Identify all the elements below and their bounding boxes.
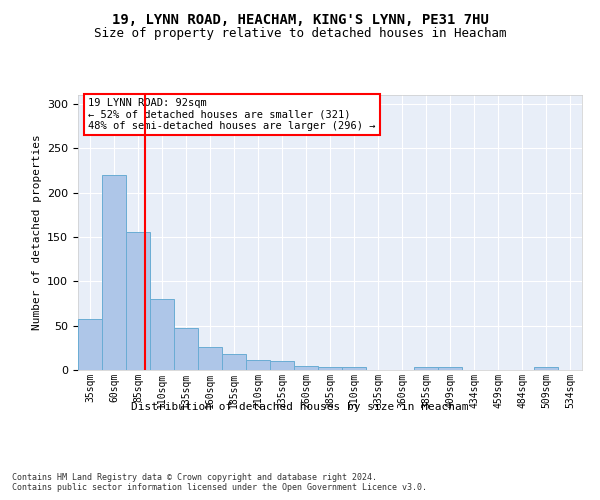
Bar xyxy=(294,366,318,370)
Bar xyxy=(246,360,270,370)
Bar xyxy=(198,347,222,370)
Bar xyxy=(318,368,342,370)
Bar xyxy=(174,328,198,370)
Bar xyxy=(126,232,150,370)
Text: 19, LYNN ROAD, HEACHAM, KING'S LYNN, PE31 7HU: 19, LYNN ROAD, HEACHAM, KING'S LYNN, PE3… xyxy=(112,12,488,26)
Text: Contains HM Land Registry data © Crown copyright and database right 2024.
Contai: Contains HM Land Registry data © Crown c… xyxy=(12,472,427,492)
Text: Size of property relative to detached houses in Heacham: Size of property relative to detached ho… xyxy=(94,28,506,40)
Bar xyxy=(534,368,558,370)
Bar xyxy=(414,368,438,370)
Bar xyxy=(150,299,174,370)
Text: Distribution of detached houses by size in Heacham: Distribution of detached houses by size … xyxy=(131,402,469,412)
Bar xyxy=(270,361,294,370)
Bar xyxy=(342,368,366,370)
Bar xyxy=(438,368,462,370)
Y-axis label: Number of detached properties: Number of detached properties xyxy=(32,134,41,330)
Text: 19 LYNN ROAD: 92sqm
← 52% of detached houses are smaller (321)
48% of semi-detac: 19 LYNN ROAD: 92sqm ← 52% of detached ho… xyxy=(88,98,376,131)
Bar xyxy=(222,354,246,370)
Bar xyxy=(78,318,102,370)
Bar xyxy=(102,175,126,370)
